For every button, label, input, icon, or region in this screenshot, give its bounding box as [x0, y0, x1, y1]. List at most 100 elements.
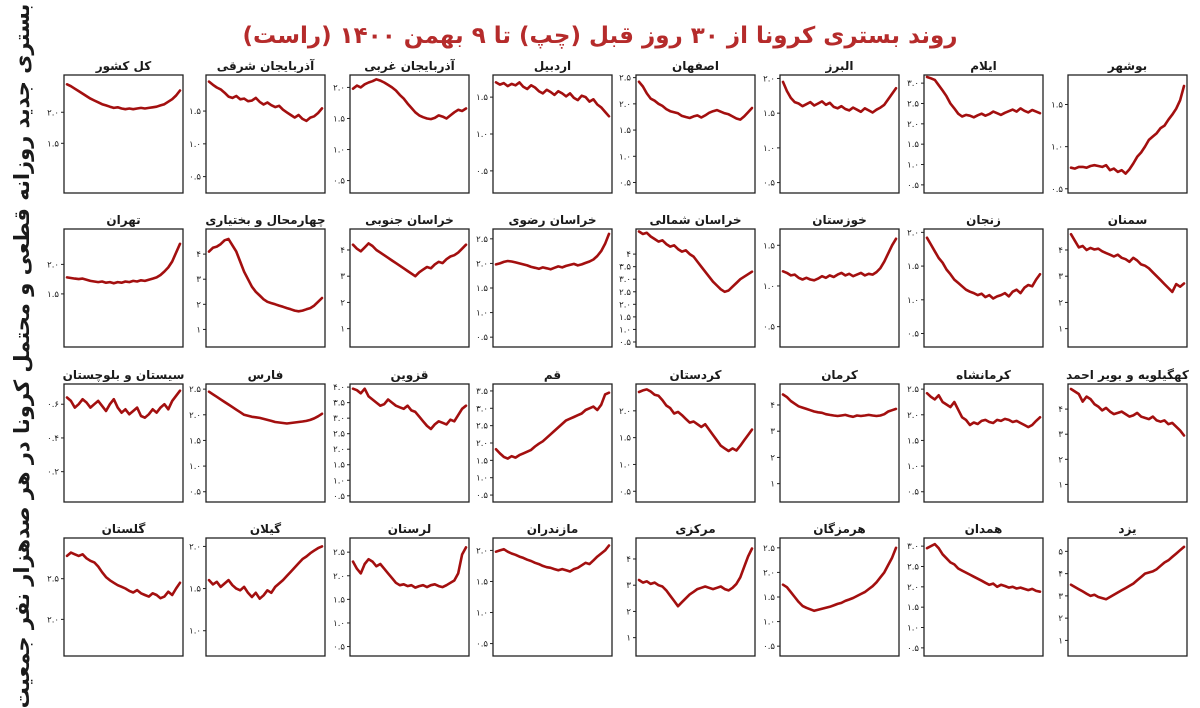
series-line	[637, 230, 754, 294]
y-tick-label: ۳	[196, 275, 201, 285]
y-tick-label: ۱.۰	[333, 619, 345, 629]
y-tick-label: ۳	[1058, 430, 1063, 440]
y-tick-label: ۱	[196, 325, 201, 335]
panel-frame	[1067, 74, 1188, 194]
y-tick-label: ۱.۵	[763, 109, 775, 119]
series-line	[351, 546, 468, 589]
panel-23: فارس ۰.۵ ۱.۰ ۱.۵ ۲.۰ ۲.۵	[189, 368, 326, 503]
y-tick-label: ۲.۰	[907, 228, 919, 238]
y-tick-label: ۰.۵	[189, 173, 201, 183]
y-tick-label: ۰.۵	[619, 179, 631, 189]
panel-title: قزوین	[390, 368, 428, 383]
panel-18: کرمانشاه ۰.۵ ۱.۰ ۱.۵ ۲.۰ ۲.۵	[907, 368, 1044, 503]
y-tick-label: ۱.۵	[47, 139, 59, 149]
y-tick-label: ۲.۰	[763, 568, 775, 578]
y-tick-label: ۲.۵	[47, 575, 59, 585]
y-tick-label: ۱.۵	[907, 603, 919, 613]
panel-title: خراسان شمالی	[650, 213, 742, 227]
y-tick-label: ۲.۰	[907, 411, 919, 421]
y-tick-label: ۳.۰	[619, 275, 631, 285]
panel-16: تهران ۱.۵ ۲.۰	[47, 213, 184, 348]
y-tick-label: ۵	[1058, 547, 1063, 557]
figure-title: روند بستری کرونا از ۳۰ روز قبل (چپ) تا ۹…	[242, 23, 958, 49]
panel-title: خوزستان	[812, 213, 867, 228]
panel-frame	[63, 228, 184, 348]
y-tick-label: ۱.۵	[333, 461, 345, 471]
panel-frame	[779, 383, 900, 503]
y-tick-label: ۲.۰	[189, 542, 201, 552]
panel-17: کهگیلویه و بویر احمد ۱ ۲ ۳ ۴	[1058, 368, 1189, 503]
panel-19: کرمان ۱ ۲ ۳ ۴	[770, 368, 900, 503]
y-tick-label: ۴	[1058, 405, 1063, 415]
y-tick-label: ۳.۰	[907, 79, 919, 89]
y-tick-label: ۱.۰	[476, 474, 488, 484]
y-tick-label: ۳	[1058, 592, 1063, 602]
y-tick-label: ۱.۵	[619, 434, 631, 444]
y-tick-label: ۲.۵	[333, 430, 345, 440]
y-tick-label: ۳	[340, 272, 345, 282]
y-tick-label: ۲.۵	[333, 548, 345, 558]
panel-frame	[923, 383, 1044, 503]
y-tick-label: ۰.۵	[333, 643, 345, 653]
y-tick-label: ۱	[1058, 325, 1063, 335]
panel-25: یزد ۱ ۲ ۳ ۴ ۵	[1058, 522, 1188, 657]
panel-frame	[63, 537, 184, 657]
y-tick-label: ۱.۰	[189, 627, 201, 637]
series-line	[637, 388, 754, 453]
series-line	[207, 545, 324, 601]
y-tick-label: ۱.۰	[476, 309, 488, 319]
panel-frame	[492, 383, 613, 503]
panel-title: مازندران	[527, 522, 579, 536]
y-tick-label: ۱.۵	[763, 593, 775, 603]
y-tick-label: ۳.۵	[333, 399, 345, 409]
panel-title: کرمانشاه	[956, 368, 1011, 382]
y-tick-label: ۰.۵	[476, 640, 488, 650]
y-tick-label: ۴	[626, 250, 631, 260]
y-tick-label: ۰.۵	[907, 644, 919, 654]
y-tick-label: ۱.۰	[763, 282, 775, 292]
series-line	[1069, 84, 1186, 175]
panel-frame	[492, 537, 613, 657]
y-tick-label: ۱.۰	[333, 146, 345, 156]
panel-title: زنجان	[966, 213, 1001, 227]
small-multiples-grid: بوشهر ۰.۵ ۱.۰ ۱.۵ ایلام ۰.۵ ۱.۰ ۱.۵ ۲.۰ ۲.۵ ۳.۰ الب…	[47, 58, 1189, 657]
y-tick-label: ۲.۵	[476, 235, 488, 245]
panel-9: سمنان ۱ ۲ ۳ ۴	[1058, 213, 1188, 348]
panel-title: گلستان	[102, 522, 146, 536]
panel-title: کهگیلویه و بویر احمد	[1066, 368, 1189, 383]
panel-26: همدان ۰.۵ ۱.۰ ۱.۵ ۲.۰ ۲.۵ ۳.۰	[907, 522, 1044, 657]
panel-title: البرز	[825, 59, 854, 73]
series-line	[925, 236, 1042, 300]
y-tick-label: ۱.۰	[907, 296, 919, 306]
y-tick-label: ۲.۵	[619, 74, 631, 84]
panel-12: خراسان شمالی ۰.۵ ۱.۰ ۱.۵ ۲.۰ ۲.۵ ۳.۰ ۳.۵ ۴	[619, 213, 756, 348]
y-tick-label: ۴	[1058, 570, 1063, 580]
y-tick-label: ۰.۵	[763, 179, 775, 189]
panel-31: گیلان ۱.۰ ۱.۵ ۲.۰	[189, 522, 326, 657]
y-tick-label: ۱	[340, 325, 345, 335]
y-tick-label: ۲	[626, 607, 631, 617]
panel-32: گلستان ۲.۰ ۲.۵	[47, 522, 184, 657]
panel-frame	[1067, 228, 1188, 348]
y-tick-label: ۳.۵	[619, 263, 631, 273]
series-line	[637, 80, 754, 121]
panel-title: آذربایجان غربی	[364, 58, 455, 73]
panel-frame	[349, 228, 470, 348]
series-line	[781, 546, 898, 613]
y-tick-label: ۱.۰	[1051, 143, 1063, 153]
y-tick-label: ۱.۵	[907, 262, 919, 272]
y-tick-label: ۴	[770, 401, 775, 411]
panel-frame	[635, 383, 756, 503]
y-tick-label: ۲.۵	[619, 288, 631, 298]
panel-title: اصفهان	[672, 59, 719, 73]
panel-20: کردستان ۰.۵ ۱.۰ ۱.۵ ۲.۰	[619, 368, 756, 503]
panel-frame	[923, 228, 1044, 348]
y-tick-label: ۱.۰	[907, 624, 919, 634]
series-line	[781, 80, 898, 114]
y-tick-label: ۱.۵	[476, 577, 488, 587]
series-line	[351, 242, 468, 278]
y-tick-label: ۱.۰	[763, 618, 775, 628]
y-tick-label: ۳	[770, 427, 775, 437]
panel-title: یزد	[1118, 522, 1136, 536]
y-tick-label: ۰.۵	[763, 323, 775, 333]
